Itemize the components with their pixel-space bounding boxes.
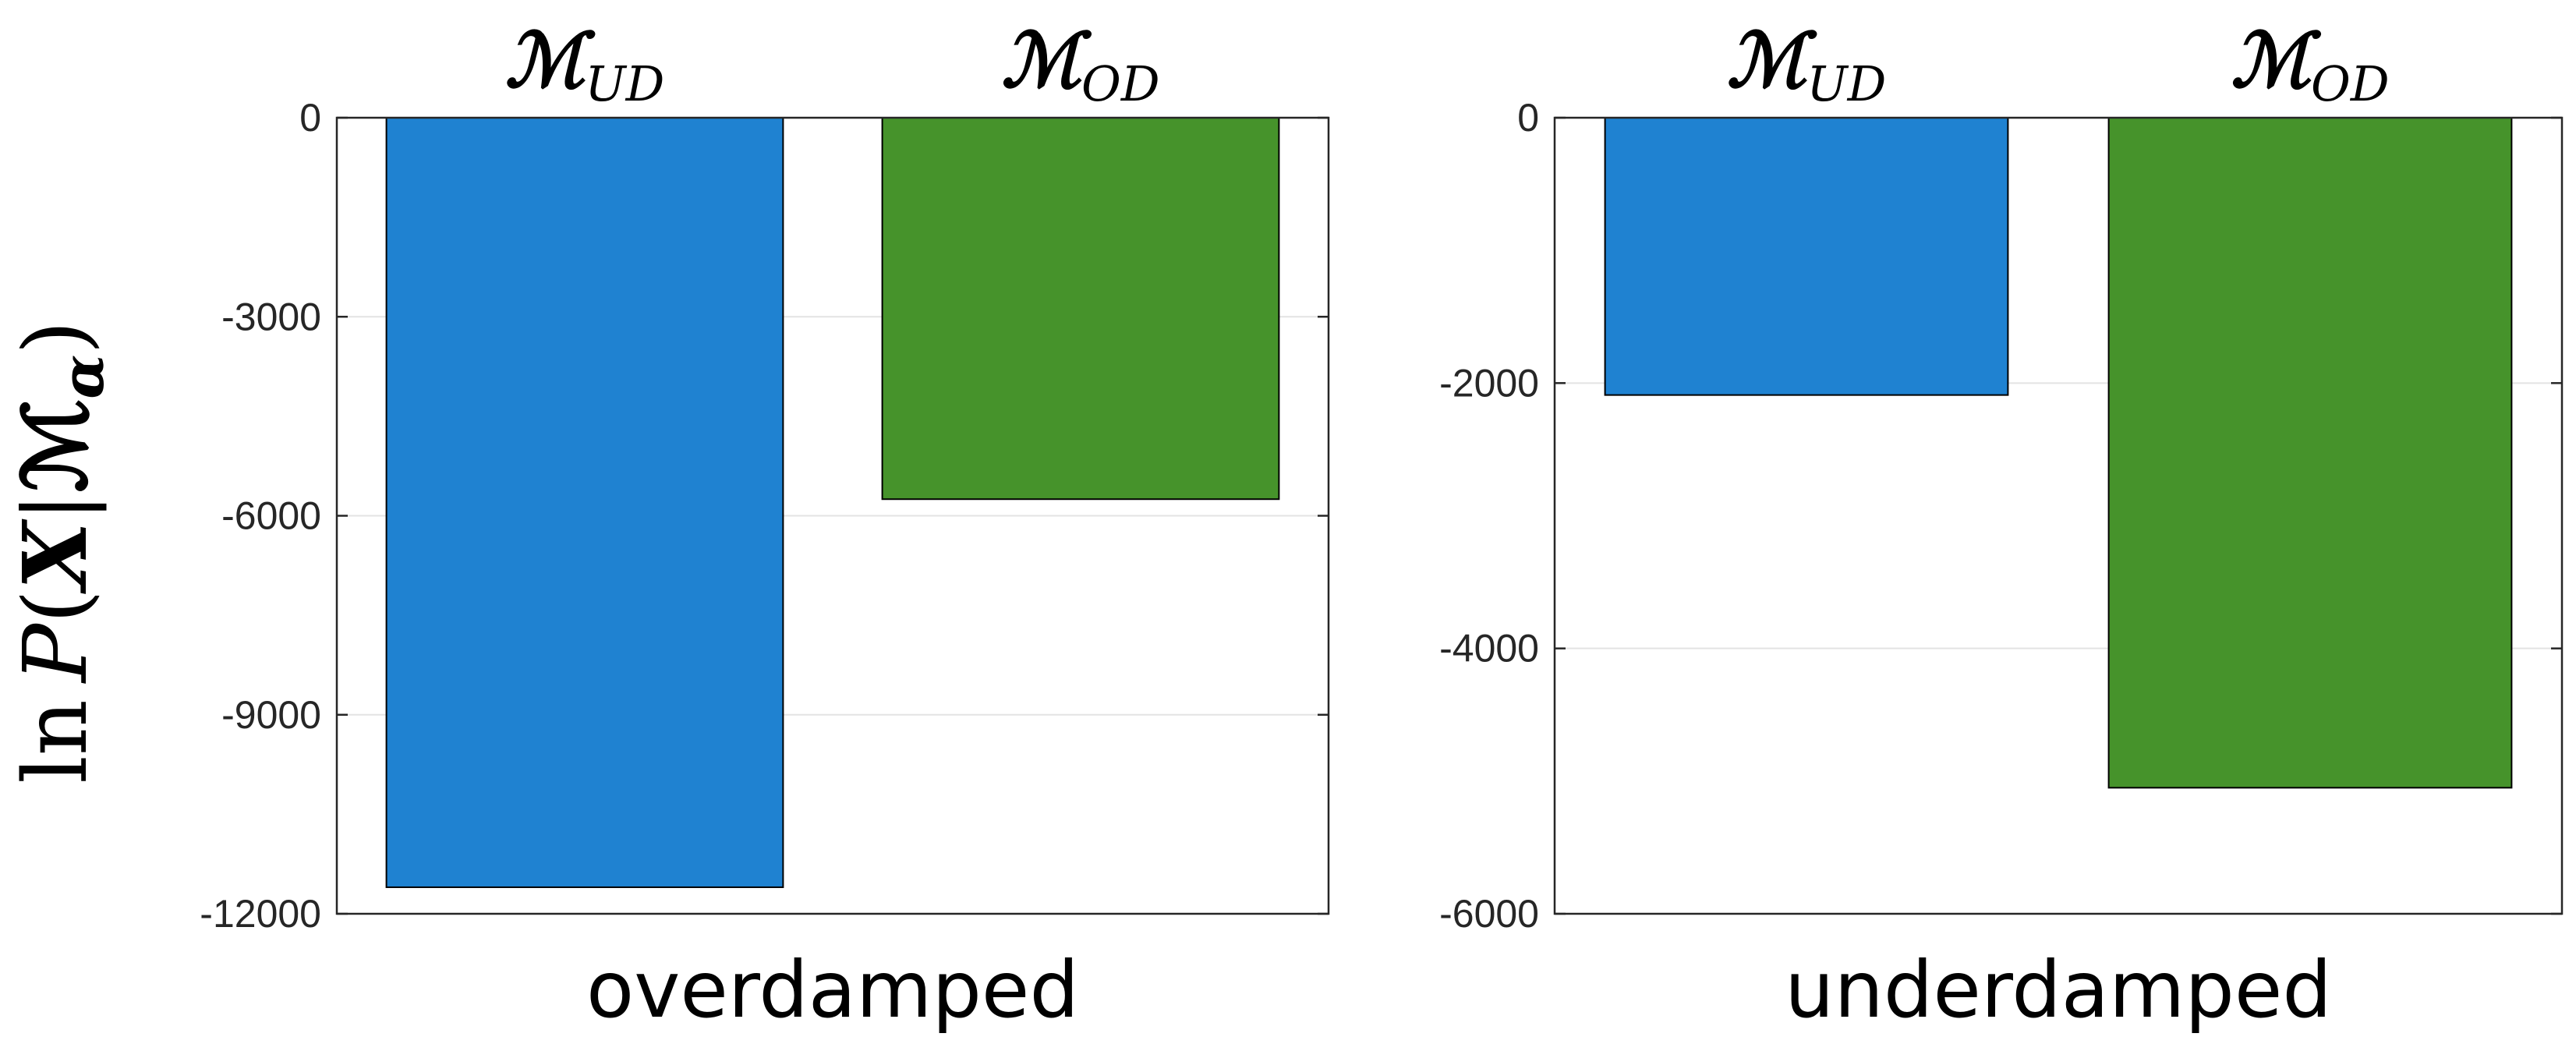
bar-ud: [385, 117, 784, 888]
y-tick-label: -6000: [221, 494, 321, 538]
x-axis-label: underdamped: [1785, 944, 2332, 1035]
category-label-main: ℳ: [2231, 16, 2322, 104]
category-label-od: ℳOD: [1001, 16, 1159, 112]
y-tick-label: 0: [1517, 96, 1539, 140]
category-label-sub: OD: [1081, 55, 1160, 112]
y-tick-label: -12000: [200, 892, 321, 936]
y-tick-label: -6000: [1439, 892, 1539, 936]
category-label-ud: ℳUD: [1727, 16, 1887, 112]
y-tick-label: -9000: [221, 693, 321, 737]
y-tick-label: -2000: [1439, 361, 1539, 405]
category-label-sub: UD: [585, 55, 664, 112]
y-tick-label: 0: [299, 96, 321, 140]
bar-od: [881, 117, 1280, 501]
bar-od: [2107, 117, 2513, 789]
category-label-main: ℳ: [505, 16, 596, 104]
category-label-main: ℳ: [1001, 16, 1092, 104]
x-axis-label: overdamped: [586, 944, 1079, 1035]
category-label-sub: UD: [1806, 55, 1886, 112]
bar-ud: [1604, 117, 2009, 396]
category-label-od: ℳOD: [2231, 16, 2389, 112]
category-label-sub: OD: [2311, 55, 2390, 112]
y-axis-label: lnP(X|ℳα): [5, 320, 117, 784]
category-label-ud: ℳUD: [505, 16, 665, 112]
y-tick-label: -4000: [1439, 627, 1539, 671]
axes-box: [1553, 116, 2564, 915]
y-tick-label: -3000: [221, 295, 321, 338]
category-label-main: ℳ: [1727, 16, 1818, 104]
